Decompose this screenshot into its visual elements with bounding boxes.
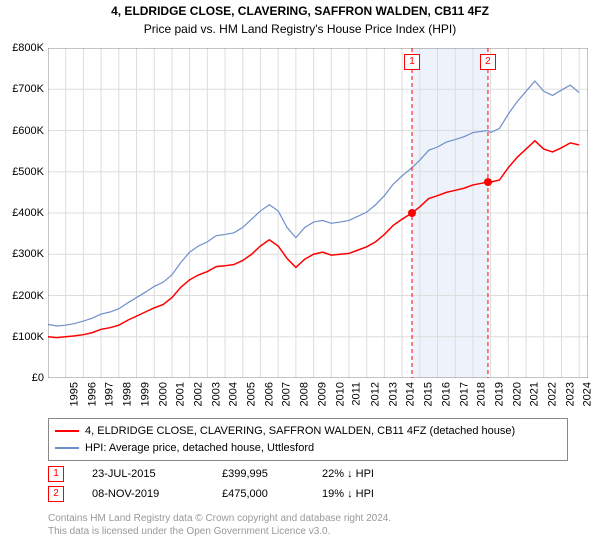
x-tick-label: 2020 <box>511 382 523 406</box>
x-tick-label: 1998 <box>122 382 134 406</box>
y-tick-label: £800K <box>0 42 44 54</box>
marker-date: 08-NOV-2019 <box>92 488 222 500</box>
x-tick-label: 2023 <box>564 382 576 406</box>
legend-swatch <box>55 430 79 432</box>
y-tick-label: £300K <box>0 248 44 260</box>
y-tick-label: £700K <box>0 83 44 95</box>
x-tick-label: 1997 <box>104 382 116 406</box>
marker-row: 2 08-NOV-2019 £475,000 19% ↓ HPI <box>48 484 442 504</box>
x-tick-label: 2008 <box>299 382 311 406</box>
y-tick-label: £600K <box>0 125 44 137</box>
x-tick-label: 2010 <box>334 382 346 406</box>
x-tick-label: 2012 <box>369 382 381 406</box>
legend-swatch <box>55 447 79 449</box>
x-tick-label: 2002 <box>192 382 204 406</box>
chart-container: 4, ELDRIDGE CLOSE, CLAVERING, SAFFRON WA… <box>0 0 600 560</box>
legend-label: 4, ELDRIDGE CLOSE, CLAVERING, SAFFRON WA… <box>85 423 515 440</box>
marker-row: 1 23-JUL-2015 £399,995 22% ↓ HPI <box>48 464 442 484</box>
chart-title: 4, ELDRIDGE CLOSE, CLAVERING, SAFFRON WA… <box>0 0 600 20</box>
attribution-line: This data is licensed under the Open Gov… <box>48 525 391 538</box>
chart-svg <box>48 48 588 378</box>
x-tick-label: 2014 <box>405 382 417 406</box>
marker-number-box: 1 <box>48 466 64 482</box>
legend-row: 4, ELDRIDGE CLOSE, CLAVERING, SAFFRON WA… <box>55 423 561 440</box>
x-tick-label: 1999 <box>139 382 151 406</box>
x-tick-label: 2015 <box>423 382 435 406</box>
x-tick-label: 2016 <box>440 382 452 406</box>
marker-pct: 22% ↓ HPI <box>322 468 442 480</box>
marker-number-box: 2 <box>48 486 64 502</box>
x-tick-label: 2009 <box>316 382 328 406</box>
chart-area <box>48 48 588 378</box>
x-tick-label: 2017 <box>458 382 470 406</box>
attribution: Contains HM Land Registry data © Crown c… <box>48 512 391 538</box>
legend-box: 4, ELDRIDGE CLOSE, CLAVERING, SAFFRON WA… <box>48 418 568 461</box>
marker-label-box: 2 <box>480 54 496 70</box>
legend-row: HPI: Average price, detached house, Uttl… <box>55 440 561 457</box>
marker-price: £475,000 <box>222 488 322 500</box>
x-tick-label: 2007 <box>281 382 293 406</box>
x-tick-label: 2006 <box>263 382 275 406</box>
chart-subtitle: Price paid vs. HM Land Registry's House … <box>0 20 600 36</box>
marker-label-box: 1 <box>404 54 420 70</box>
legend-label: HPI: Average price, detached house, Uttl… <box>85 440 314 457</box>
x-tick-label: 2019 <box>493 382 505 406</box>
y-tick-label: £400K <box>0 207 44 219</box>
marker-price: £399,995 <box>222 468 322 480</box>
x-tick-label: 2013 <box>387 382 399 406</box>
x-tick-label: 1996 <box>86 382 98 406</box>
marker-date: 23-JUL-2015 <box>92 468 222 480</box>
x-tick-label: 2022 <box>547 382 559 406</box>
x-tick-label: 2000 <box>157 382 169 406</box>
x-tick-label: 2011 <box>351 382 363 406</box>
y-tick-label: £100K <box>0 331 44 343</box>
x-tick-label: 2001 <box>175 382 187 406</box>
y-tick-label: £0 <box>0 372 44 384</box>
y-tick-label: £500K <box>0 166 44 178</box>
attribution-line: Contains HM Land Registry data © Crown c… <box>48 512 391 525</box>
x-tick-label: 2024 <box>582 382 594 406</box>
x-tick-label: 1995 <box>68 382 80 406</box>
x-tick-label: 2004 <box>228 382 240 406</box>
x-tick-label: 2003 <box>210 382 222 406</box>
y-tick-label: £200K <box>0 290 44 302</box>
x-tick-label: 2021 <box>529 382 541 406</box>
x-tick-label: 2005 <box>246 382 258 406</box>
markers-area: 1 23-JUL-2015 £399,995 22% ↓ HPI 2 08-NO… <box>48 464 442 504</box>
marker-pct: 19% ↓ HPI <box>322 488 442 500</box>
x-tick-label: 2018 <box>476 382 488 406</box>
